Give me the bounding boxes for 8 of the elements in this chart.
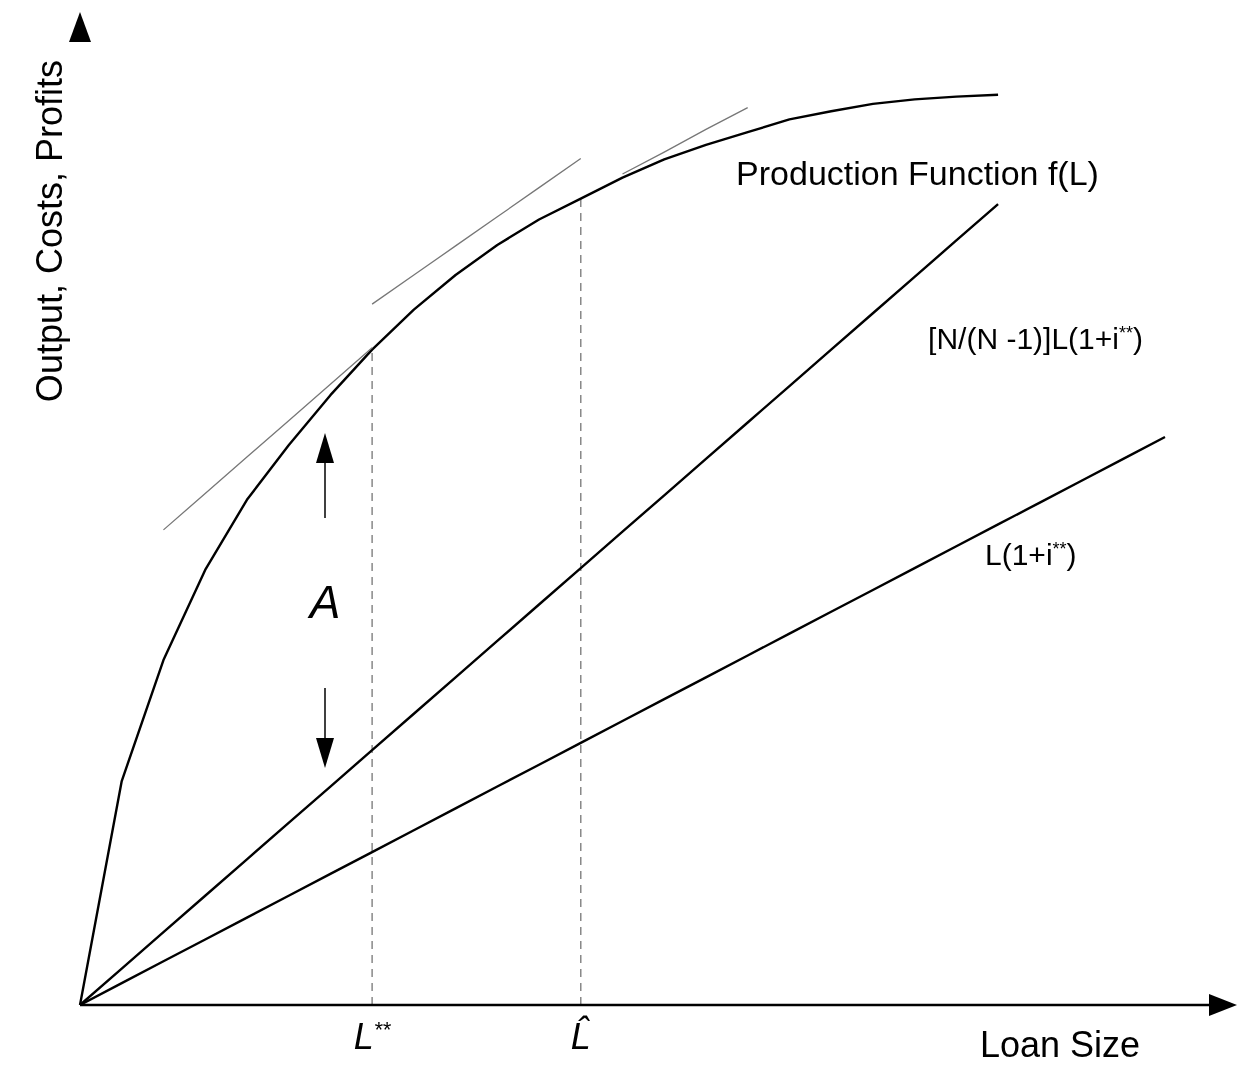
x-tick-label: L$^{**}$ — [353, 1016, 392, 1057]
x-tick-label: L̂ — [570, 1015, 591, 1057]
x-axis-title: Loan Size — [979, 1024, 1140, 1065]
series-label: [N/(N -1)]L(1+i$^{**}$) — [928, 322, 1143, 356]
annotation: A — [306, 576, 341, 628]
y-axis-title: Output, Costs, Profits — [29, 60, 70, 403]
series-label: Production Function f(L) — [736, 153, 1099, 192]
series-label: L(1+i$^{**}$) — [985, 538, 1077, 572]
